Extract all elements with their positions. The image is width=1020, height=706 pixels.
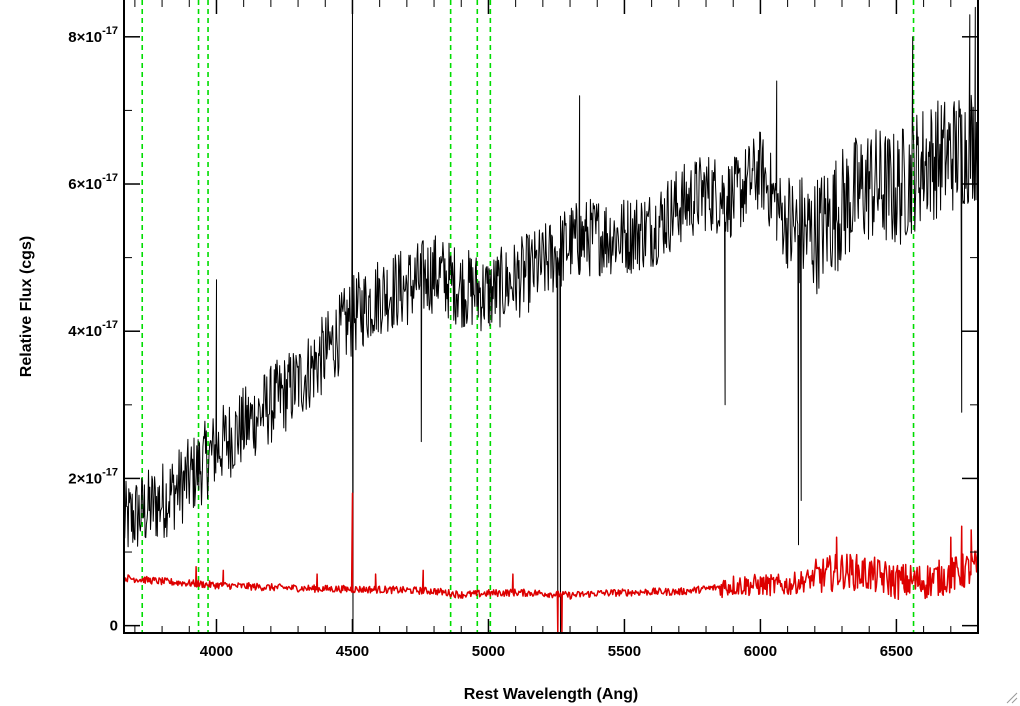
y-tick-label-3: 6×10-17 [68,172,118,193]
y-tick-label-2: 4×10-17 [68,319,118,340]
y-tick-label-1: 2×10-17 [68,466,118,487]
x-tick-label-5500: 5500 [608,643,641,660]
x-tick-label-6000: 6000 [744,643,777,660]
plot-frame [123,0,979,634]
x-axis-ticks: 4000 4500 5000 5500 6000 6500 [134,0,979,660]
x-tick-label-5000: 5000 [472,643,505,660]
y-tick-label-0: 0 [110,618,118,635]
x-tick-label-4500: 4500 [336,643,369,660]
y-axis-title: Relative Flux (cgs) [18,236,35,377]
x-tick-label-6500: 6500 [880,643,913,660]
y-tick-label-4: 8×10-17 [68,25,118,46]
series-group [124,0,978,633]
model-series [124,492,978,633]
x-axis-title: Rest Wavelength (Ang) [464,686,639,703]
resize-grip-icon[interactable] [1004,690,1018,704]
x-tick-label-4000: 4000 [200,643,233,660]
spectrum-series [124,0,978,633]
y-axis-ticks: 0 2×10-17 4×10-17 6×10-17 8×10-17 [68,25,978,635]
